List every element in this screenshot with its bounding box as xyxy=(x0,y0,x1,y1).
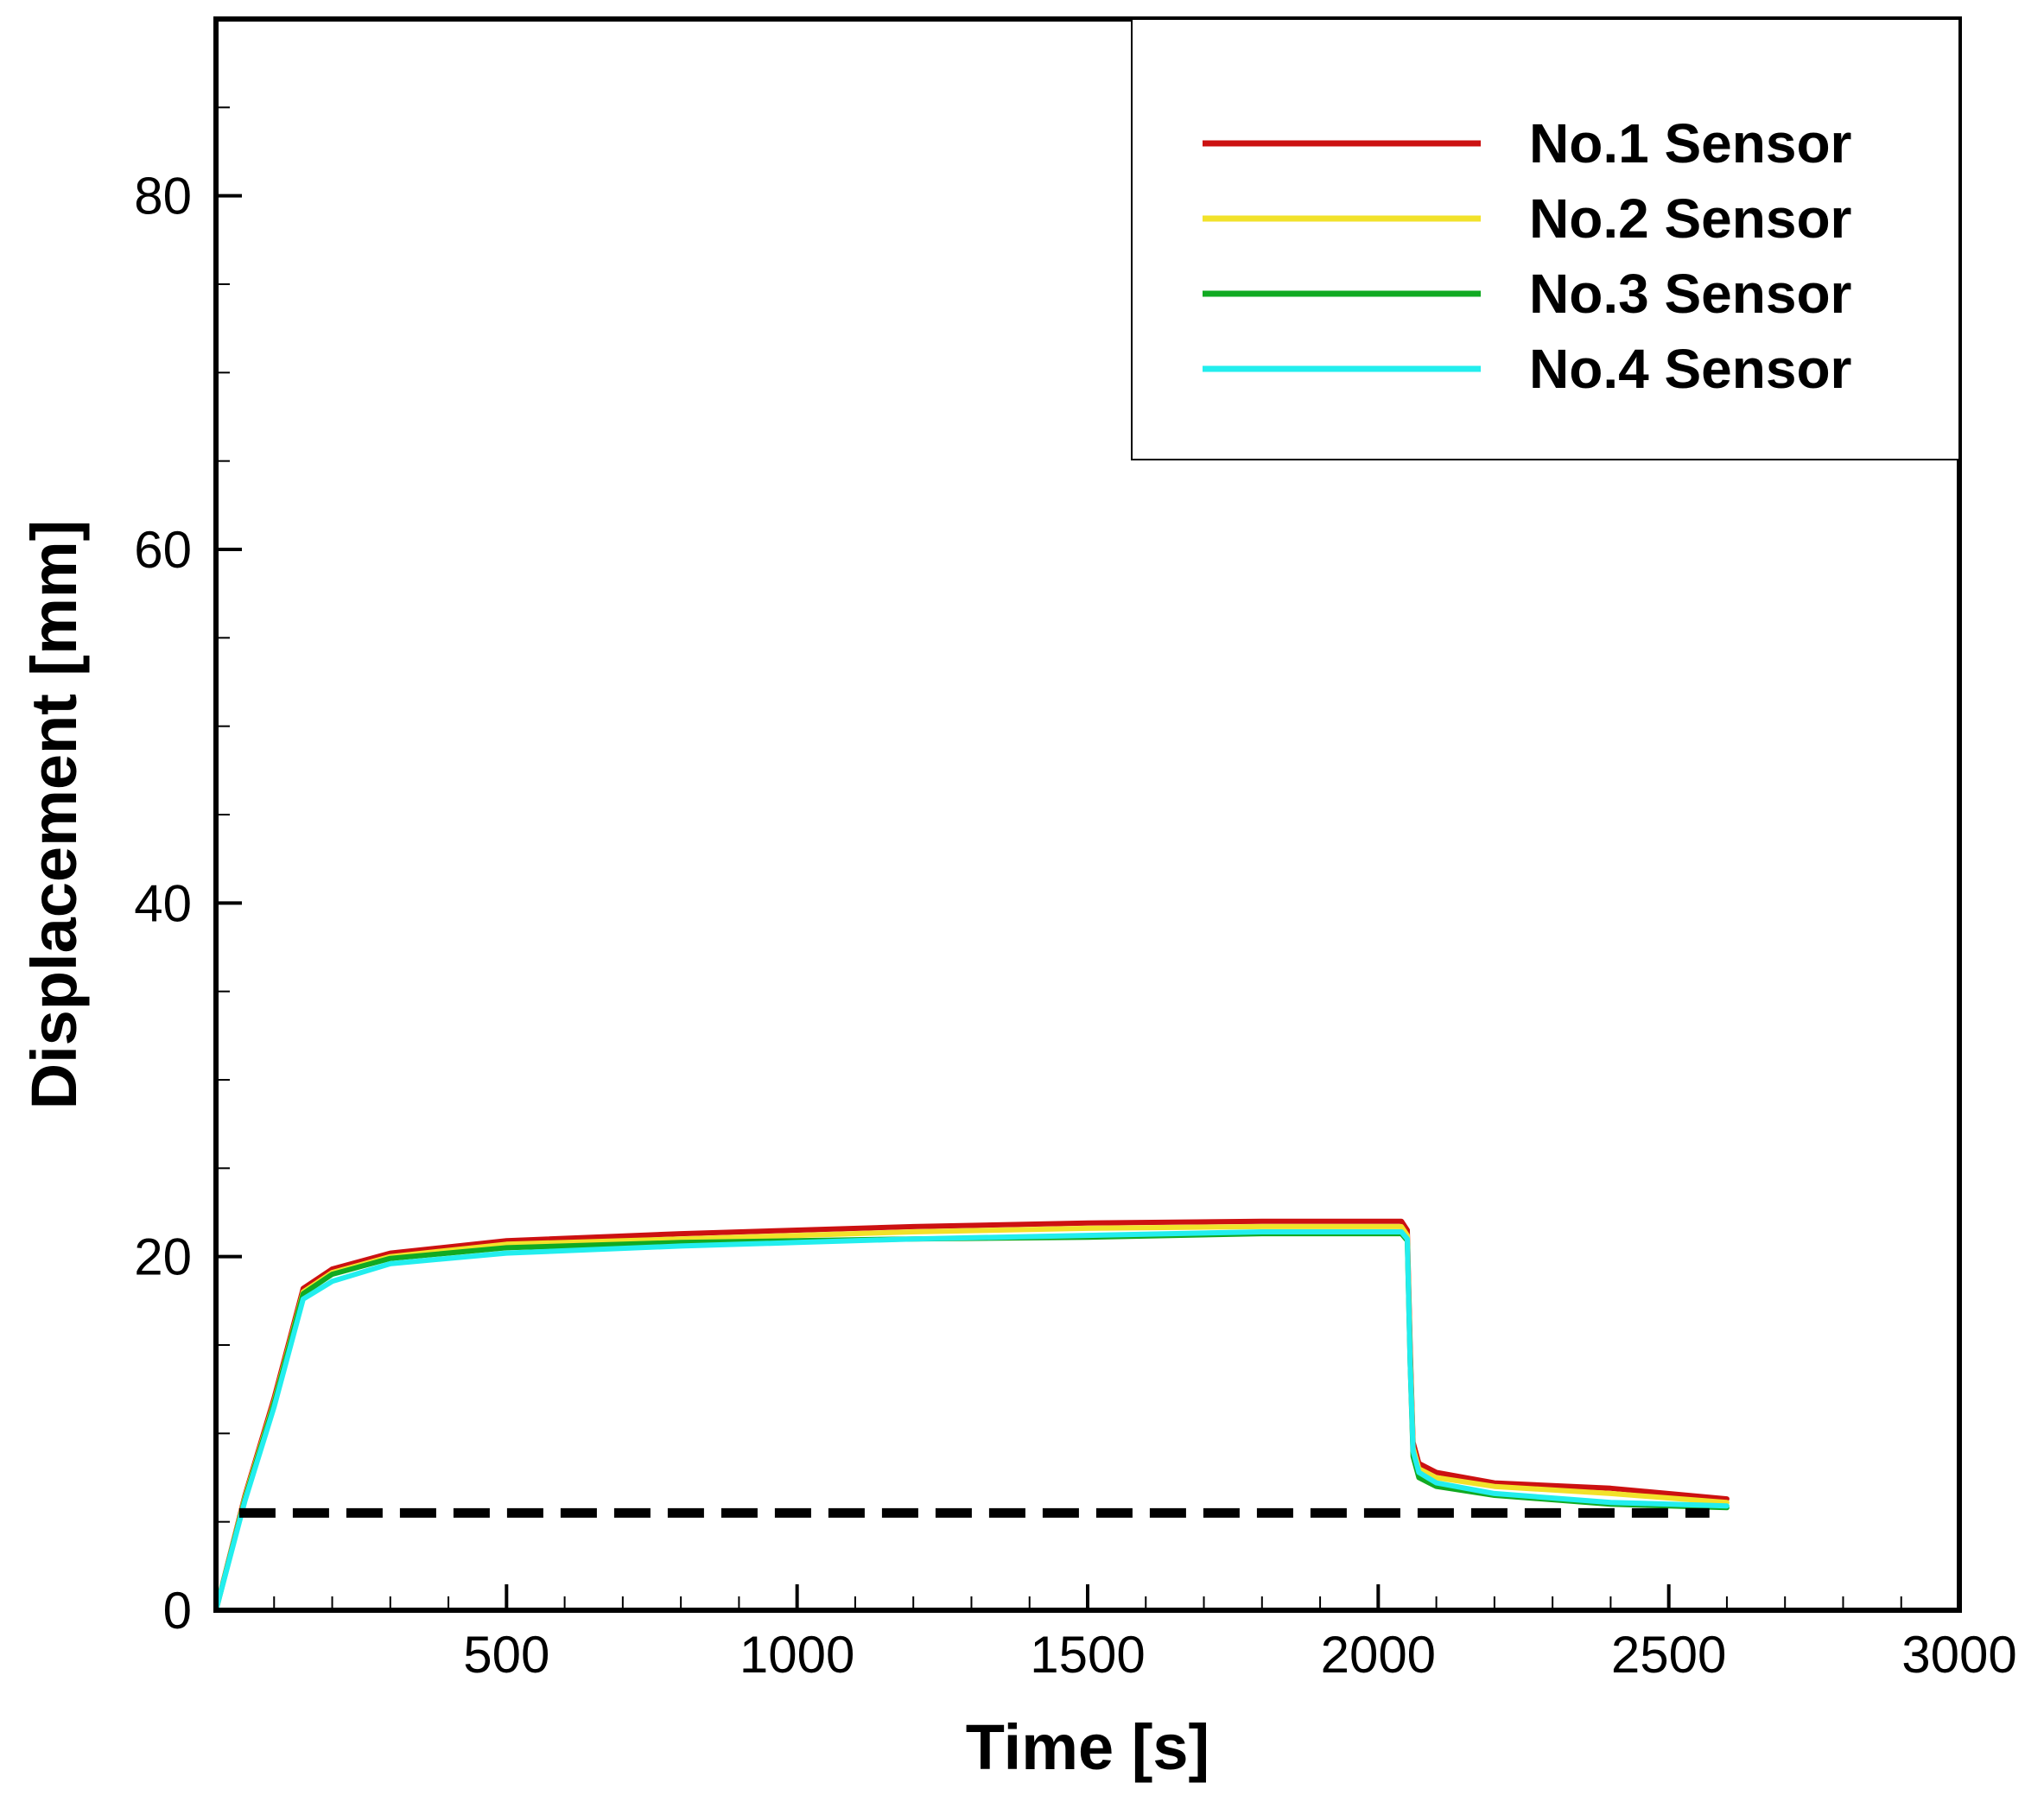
legend-label: No.2 Sensor xyxy=(1529,187,1851,250)
legend-items: No.1 Sensor No.2 Sensor No.3 Sensor No.4 Se… xyxy=(1203,112,1851,400)
y-tick-labels: 0 20 40 60 80 xyxy=(134,168,192,1640)
legend: No.1 Sensor No.2 Sensor No.3 Sensor No.4 Se… xyxy=(1131,18,1960,460)
x-tick-label: 1000 xyxy=(740,1626,854,1684)
y-tick-label: 40 xyxy=(134,874,192,932)
x-tick-label: 3000 xyxy=(1901,1626,2016,1684)
series-line xyxy=(213,1218,1730,1613)
x-tick-label: 2500 xyxy=(1611,1626,1726,1684)
x-tick-label: 500 xyxy=(463,1626,549,1684)
plot-frame xyxy=(213,16,1962,1613)
y-tick-label: 60 xyxy=(134,521,192,579)
x-tick-label: 1500 xyxy=(1030,1626,1145,1684)
legend-box xyxy=(1131,18,1960,460)
legend-label: No.3 Sensor xyxy=(1529,263,1851,325)
x-axis-title: Time [s] xyxy=(966,1711,1209,1783)
legend-label: No.4 Sensor xyxy=(1529,338,1851,400)
y-axis-title: Displacement [mm] xyxy=(18,520,90,1110)
y-tick-label: 20 xyxy=(134,1228,192,1286)
legend-label: No.1 Sensor xyxy=(1529,112,1851,174)
x-tick-labels: 500 1000 1500 2000 2500 3000 xyxy=(463,1626,2016,1684)
series-lines xyxy=(213,1218,1730,1613)
series-line xyxy=(213,1229,1730,1613)
x-tick-label: 2000 xyxy=(1321,1626,1436,1684)
y-tick-label: 80 xyxy=(134,168,192,225)
y-tick-label: 0 xyxy=(163,1582,192,1640)
